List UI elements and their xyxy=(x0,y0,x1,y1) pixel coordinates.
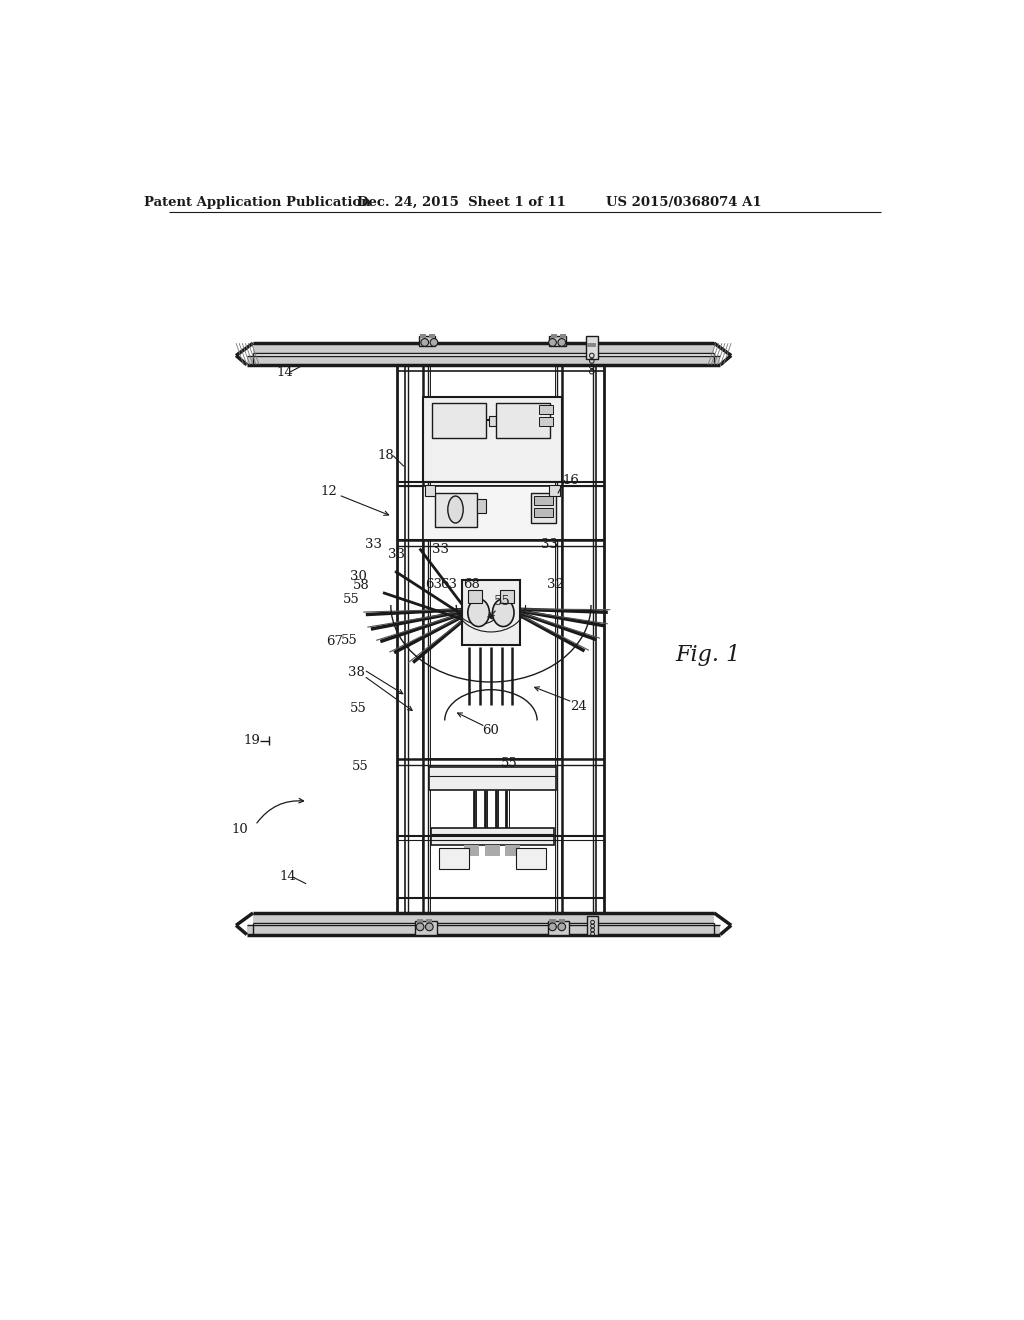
Bar xyxy=(477,499,486,512)
Bar xyxy=(539,417,553,426)
Circle shape xyxy=(425,923,433,931)
Text: 33: 33 xyxy=(432,543,450,556)
Bar xyxy=(429,334,435,338)
Bar xyxy=(550,484,560,496)
Bar xyxy=(559,919,565,923)
Bar xyxy=(417,919,423,923)
Text: 55: 55 xyxy=(495,594,511,607)
Bar xyxy=(462,581,520,645)
Text: Dec. 24, 2015  Sheet 1 of 11: Dec. 24, 2015 Sheet 1 of 11 xyxy=(357,195,566,209)
Text: 33: 33 xyxy=(366,539,382,552)
Text: 12: 12 xyxy=(321,484,338,498)
Bar xyxy=(550,335,566,346)
Bar xyxy=(515,847,547,869)
Bar xyxy=(432,404,486,438)
Bar xyxy=(488,416,504,426)
Bar xyxy=(539,405,553,414)
Bar xyxy=(429,767,556,789)
Circle shape xyxy=(549,339,556,346)
Text: 24: 24 xyxy=(570,700,587,713)
Text: 33: 33 xyxy=(541,539,558,552)
Bar xyxy=(416,921,437,935)
Bar xyxy=(560,334,566,338)
Bar xyxy=(500,590,514,603)
Text: 55: 55 xyxy=(341,634,357,647)
Text: 16: 16 xyxy=(562,474,580,487)
Bar xyxy=(587,916,598,935)
Bar xyxy=(431,829,554,845)
Text: 14: 14 xyxy=(280,870,296,883)
Bar xyxy=(551,334,557,338)
Bar xyxy=(550,919,556,923)
Text: 10: 10 xyxy=(231,824,248,837)
Bar xyxy=(535,496,553,506)
Polygon shape xyxy=(253,343,714,354)
Bar xyxy=(586,335,598,359)
Text: 30: 30 xyxy=(350,570,367,583)
Bar xyxy=(535,508,553,517)
Text: 58: 58 xyxy=(353,579,370,593)
Bar xyxy=(505,845,520,857)
Circle shape xyxy=(430,339,438,346)
Text: 19: 19 xyxy=(243,734,260,747)
Bar xyxy=(438,847,469,869)
Text: 60: 60 xyxy=(482,723,500,737)
Text: 55: 55 xyxy=(350,702,367,714)
Text: 55: 55 xyxy=(343,593,359,606)
Text: Fig. 1: Fig. 1 xyxy=(676,644,740,667)
Text: US 2015/0368074 A1: US 2015/0368074 A1 xyxy=(605,195,761,209)
Text: 38: 38 xyxy=(348,667,365,680)
Circle shape xyxy=(558,339,565,346)
Circle shape xyxy=(549,923,556,931)
Bar xyxy=(484,845,500,857)
Circle shape xyxy=(558,923,565,931)
Polygon shape xyxy=(253,913,714,923)
Text: Patent Application Publication: Patent Application Publication xyxy=(144,195,371,209)
Bar xyxy=(423,487,562,540)
Bar xyxy=(423,397,562,482)
Ellipse shape xyxy=(468,599,489,627)
Text: 63: 63 xyxy=(440,578,457,591)
Text: 14: 14 xyxy=(276,366,293,379)
Bar xyxy=(420,334,426,338)
Bar xyxy=(497,404,550,438)
Bar xyxy=(468,590,481,603)
Bar xyxy=(464,845,479,857)
Text: 55: 55 xyxy=(351,760,369,774)
Text: 18: 18 xyxy=(378,449,394,462)
Ellipse shape xyxy=(493,599,514,627)
Bar xyxy=(548,921,569,935)
Circle shape xyxy=(421,339,429,346)
Bar xyxy=(435,492,477,527)
Polygon shape xyxy=(247,925,720,935)
Text: 67: 67 xyxy=(326,635,343,648)
Bar xyxy=(425,484,435,496)
Text: 32: 32 xyxy=(547,578,564,591)
Bar xyxy=(423,540,562,759)
Text: 33: 33 xyxy=(388,548,404,561)
Bar xyxy=(587,343,596,347)
Polygon shape xyxy=(247,355,720,364)
Circle shape xyxy=(416,923,424,931)
Bar xyxy=(426,919,432,923)
Bar xyxy=(419,335,435,346)
Bar xyxy=(531,492,556,524)
Text: 55: 55 xyxy=(501,758,518,770)
Text: 68: 68 xyxy=(463,578,480,591)
Ellipse shape xyxy=(447,496,463,523)
Text: 63: 63 xyxy=(425,578,441,591)
Bar xyxy=(423,836,562,898)
